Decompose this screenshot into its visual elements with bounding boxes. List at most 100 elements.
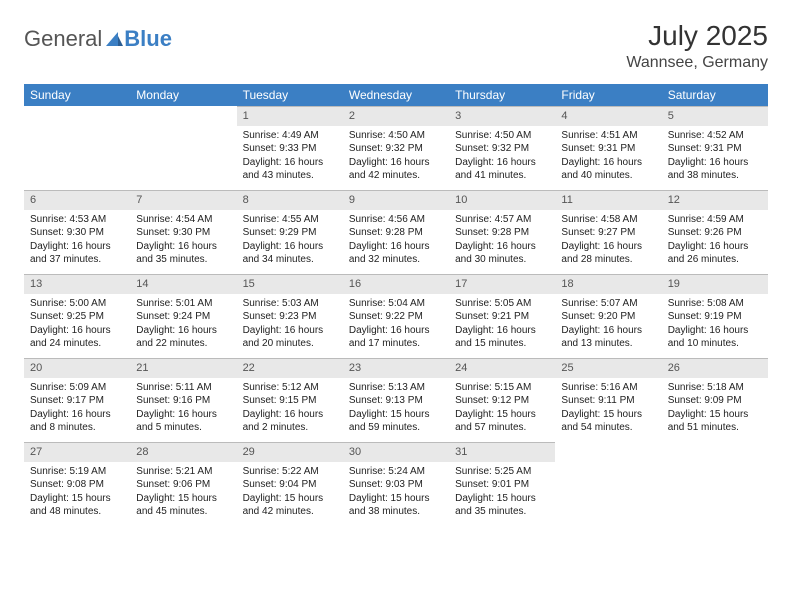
calendar-day-cell: 23Sunrise: 5:13 AMSunset: 9:13 PMDayligh… <box>343 358 449 442</box>
calendar-day-cell: 14Sunrise: 5:01 AMSunset: 9:24 PMDayligh… <box>130 274 236 358</box>
sunrise-text: Sunrise: 5:12 AM <box>243 381 337 395</box>
day-number: 19 <box>662 274 768 294</box>
calendar-week-row: 1Sunrise: 4:49 AMSunset: 9:33 PMDaylight… <box>24 106 768 190</box>
daylight-text: Daylight: 16 hours and 38 minutes. <box>668 156 762 183</box>
sunrise-text: Sunrise: 4:52 AM <box>668 129 762 143</box>
day-details: Sunrise: 5:21 AMSunset: 9:06 PMDaylight:… <box>130 462 236 523</box>
sunrise-text: Sunrise: 4:59 AM <box>668 213 762 227</box>
day-details: Sunrise: 5:03 AMSunset: 9:23 PMDaylight:… <box>237 294 343 355</box>
weekday-header: Thursday <box>449 84 555 106</box>
daylight-text: Daylight: 16 hours and 43 minutes. <box>243 156 337 183</box>
daylight-text: Daylight: 15 hours and 48 minutes. <box>30 492 124 519</box>
sunrise-text: Sunrise: 5:16 AM <box>561 381 655 395</box>
day-details: Sunrise: 4:58 AMSunset: 9:27 PMDaylight:… <box>555 210 661 271</box>
sunrise-text: Sunrise: 4:54 AM <box>136 213 230 227</box>
daylight-text: Daylight: 16 hours and 34 minutes. <box>243 240 337 267</box>
daylight-text: Daylight: 16 hours and 17 minutes. <box>349 324 443 351</box>
sunrise-text: Sunrise: 5:13 AM <box>349 381 443 395</box>
calendar-day-cell <box>555 442 661 526</box>
daylight-text: Daylight: 16 hours and 35 minutes. <box>136 240 230 267</box>
sunset-text: Sunset: 9:32 PM <box>455 142 549 156</box>
calendar-week-row: 20Sunrise: 5:09 AMSunset: 9:17 PMDayligh… <box>24 358 768 442</box>
calendar-day-cell: 15Sunrise: 5:03 AMSunset: 9:23 PMDayligh… <box>237 274 343 358</box>
calendar-day-cell: 3Sunrise: 4:50 AMSunset: 9:32 PMDaylight… <box>449 106 555 190</box>
day-number: 3 <box>449 106 555 126</box>
day-details: Sunrise: 5:11 AMSunset: 9:16 PMDaylight:… <box>130 378 236 439</box>
calendar-day-cell <box>130 106 236 190</box>
sunset-text: Sunset: 9:29 PM <box>243 226 337 240</box>
daylight-text: Daylight: 16 hours and 20 minutes. <box>243 324 337 351</box>
day-details: Sunrise: 4:56 AMSunset: 9:28 PMDaylight:… <box>343 210 449 271</box>
weekday-header: Monday <box>130 84 236 106</box>
daylight-text: Daylight: 16 hours and 22 minutes. <box>136 324 230 351</box>
day-details: Sunrise: 4:52 AMSunset: 9:31 PMDaylight:… <box>662 126 768 187</box>
page-header: General Blue July 2025 Wannsee, Germany <box>24 20 768 72</box>
sunrise-text: Sunrise: 5:03 AM <box>243 297 337 311</box>
title-block: July 2025 Wannsee, Germany <box>626 20 768 72</box>
daylight-text: Daylight: 16 hours and 30 minutes. <box>455 240 549 267</box>
calendar-table: Sunday Monday Tuesday Wednesday Thursday… <box>24 84 768 526</box>
day-details: Sunrise: 5:22 AMSunset: 9:04 PMDaylight:… <box>237 462 343 523</box>
calendar-day-cell: 7Sunrise: 4:54 AMSunset: 9:30 PMDaylight… <box>130 190 236 274</box>
sunrise-text: Sunrise: 5:19 AM <box>30 465 124 479</box>
day-number: 28 <box>130 442 236 462</box>
calendar-day-cell: 21Sunrise: 5:11 AMSunset: 9:16 PMDayligh… <box>130 358 236 442</box>
daylight-text: Daylight: 16 hours and 32 minutes. <box>349 240 443 267</box>
weekday-header: Tuesday <box>237 84 343 106</box>
brand-logo: General Blue <box>24 26 172 52</box>
day-details: Sunrise: 5:25 AMSunset: 9:01 PMDaylight:… <box>449 462 555 523</box>
calendar-week-row: 6Sunrise: 4:53 AMSunset: 9:30 PMDaylight… <box>24 190 768 274</box>
sunrise-text: Sunrise: 4:53 AM <box>30 213 124 227</box>
sunset-text: Sunset: 9:17 PM <box>30 394 124 408</box>
sunset-text: Sunset: 9:28 PM <box>455 226 549 240</box>
calendar-day-cell: 28Sunrise: 5:21 AMSunset: 9:06 PMDayligh… <box>130 442 236 526</box>
daylight-text: Daylight: 16 hours and 5 minutes. <box>136 408 230 435</box>
calendar-day-cell: 9Sunrise: 4:56 AMSunset: 9:28 PMDaylight… <box>343 190 449 274</box>
sunrise-text: Sunrise: 4:57 AM <box>455 213 549 227</box>
weekday-header: Sunday <box>24 84 130 106</box>
daylight-text: Daylight: 16 hours and 37 minutes. <box>30 240 124 267</box>
day-details: Sunrise: 4:51 AMSunset: 9:31 PMDaylight:… <box>555 126 661 187</box>
weekday-header: Saturday <box>662 84 768 106</box>
sunrise-text: Sunrise: 4:51 AM <box>561 129 655 143</box>
sunset-text: Sunset: 9:32 PM <box>349 142 443 156</box>
calendar-day-cell: 17Sunrise: 5:05 AMSunset: 9:21 PMDayligh… <box>449 274 555 358</box>
day-number: 12 <box>662 190 768 210</box>
day-number: 8 <box>237 190 343 210</box>
sunset-text: Sunset: 9:16 PM <box>136 394 230 408</box>
calendar-day-cell <box>24 106 130 190</box>
sunset-text: Sunset: 9:11 PM <box>561 394 655 408</box>
day-number: 9 <box>343 190 449 210</box>
sunrise-text: Sunrise: 5:04 AM <box>349 297 443 311</box>
sunrise-text: Sunrise: 4:50 AM <box>349 129 443 143</box>
calendar-day-cell: 4Sunrise: 4:51 AMSunset: 9:31 PMDaylight… <box>555 106 661 190</box>
sail-icon <box>104 30 124 48</box>
sunrise-text: Sunrise: 4:50 AM <box>455 129 549 143</box>
day-number: 26 <box>662 358 768 378</box>
weekday-header-row: Sunday Monday Tuesday Wednesday Thursday… <box>24 84 768 106</box>
day-number: 13 <box>24 274 130 294</box>
calendar-day-cell: 10Sunrise: 4:57 AMSunset: 9:28 PMDayligh… <box>449 190 555 274</box>
calendar-day-cell <box>662 442 768 526</box>
calendar-day-cell: 2Sunrise: 4:50 AMSunset: 9:32 PMDaylight… <box>343 106 449 190</box>
daylight-text: Daylight: 16 hours and 42 minutes. <box>349 156 443 183</box>
day-number: 30 <box>343 442 449 462</box>
sunset-text: Sunset: 9:03 PM <box>349 478 443 492</box>
calendar-day-cell: 19Sunrise: 5:08 AMSunset: 9:19 PMDayligh… <box>662 274 768 358</box>
sunrise-text: Sunrise: 5:25 AM <box>455 465 549 479</box>
sunrise-text: Sunrise: 5:18 AM <box>668 381 762 395</box>
day-details: Sunrise: 5:01 AMSunset: 9:24 PMDaylight:… <box>130 294 236 355</box>
brand-part2: Blue <box>124 26 172 52</box>
calendar-week-row: 27Sunrise: 5:19 AMSunset: 9:08 PMDayligh… <box>24 442 768 526</box>
sunset-text: Sunset: 9:25 PM <box>30 310 124 324</box>
calendar-day-cell: 12Sunrise: 4:59 AMSunset: 9:26 PMDayligh… <box>662 190 768 274</box>
daylight-text: Daylight: 16 hours and 2 minutes. <box>243 408 337 435</box>
day-details: Sunrise: 5:24 AMSunset: 9:03 PMDaylight:… <box>343 462 449 523</box>
day-number: 27 <box>24 442 130 462</box>
calendar-day-cell: 22Sunrise: 5:12 AMSunset: 9:15 PMDayligh… <box>237 358 343 442</box>
weekday-header: Wednesday <box>343 84 449 106</box>
day-number: 11 <box>555 190 661 210</box>
calendar-day-cell: 31Sunrise: 5:25 AMSunset: 9:01 PMDayligh… <box>449 442 555 526</box>
daylight-text: Daylight: 15 hours and 54 minutes. <box>561 408 655 435</box>
day-details: Sunrise: 4:54 AMSunset: 9:30 PMDaylight:… <box>130 210 236 271</box>
